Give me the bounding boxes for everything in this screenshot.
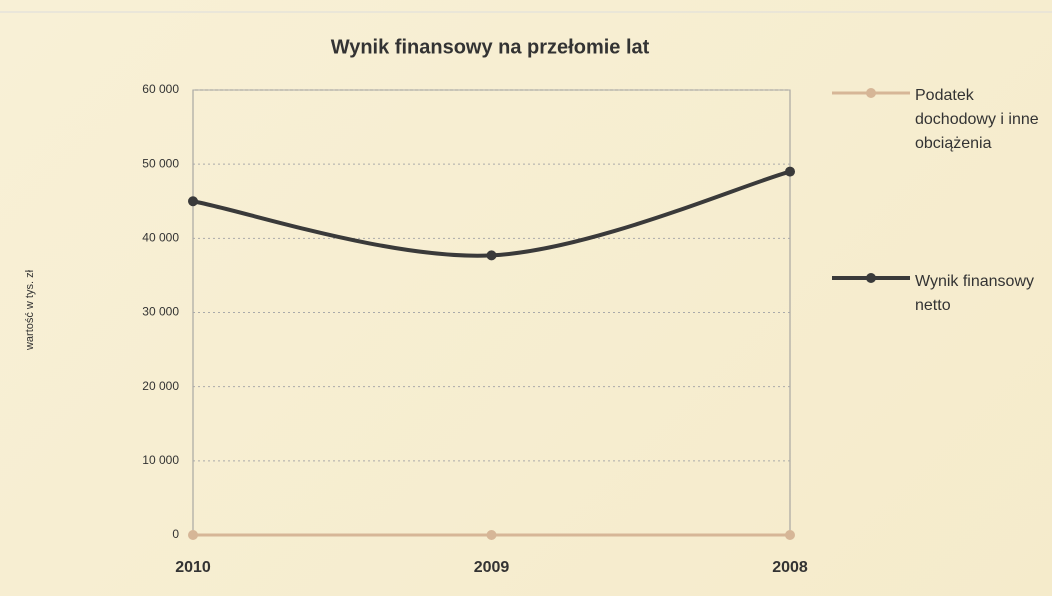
y-tick-label: 40 000 <box>142 231 179 245</box>
y-tick-label: 50 000 <box>142 156 179 170</box>
legend-marker <box>866 88 876 98</box>
y-axis-label: wartość w tys. zł <box>24 269 36 351</box>
x-tick-label: 2010 <box>175 559 211 576</box>
legend-label: Wynik finansowy netto <box>915 273 1035 314</box>
marker <box>486 250 497 261</box>
y-tick-label: 10 000 <box>142 453 179 467</box>
legend-marker <box>866 273 876 283</box>
marker <box>486 530 497 540</box>
marker <box>188 530 198 540</box>
chart-title: Wynik finansowy na przełomie lat <box>331 36 650 58</box>
y-tick-label: 30 000 <box>142 305 179 319</box>
plot-area <box>192 89 791 536</box>
marker <box>785 530 795 540</box>
marker <box>188 196 198 207</box>
x-tick-label: 2009 <box>474 559 510 576</box>
marker <box>785 166 795 177</box>
y-tick-label: 20 000 <box>142 379 179 393</box>
y-tick-label: 0 <box>172 527 179 541</box>
y-tick-label: 60 000 <box>142 82 179 96</box>
x-tick-label: 2008 <box>772 559 808 576</box>
legend-label: Podatek dochodowy i inne obciążenia <box>915 87 1039 152</box>
line <box>192 169 791 258</box>
